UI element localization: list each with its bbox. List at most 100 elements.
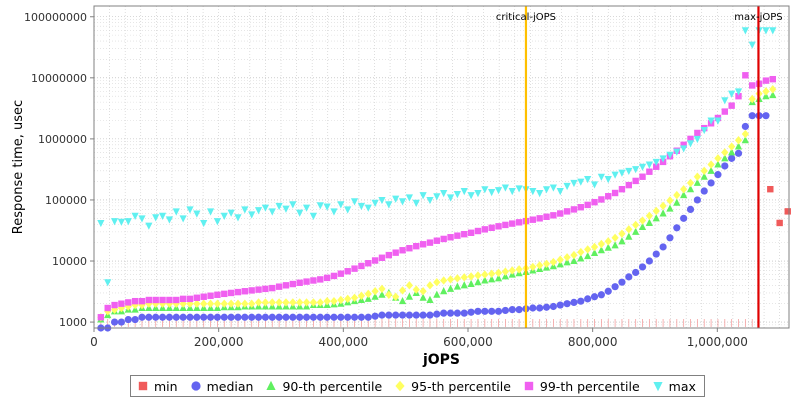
legend-marker — [138, 381, 148, 391]
series-min — [767, 185, 791, 227]
data-point-99-th-percentile — [749, 82, 756, 89]
data-point-median — [364, 313, 372, 321]
data-point-99-th-percentile — [330, 272, 338, 280]
data-point-max — [440, 189, 448, 198]
data-point-max — [460, 188, 468, 196]
data-point-median — [611, 283, 619, 291]
data-point-99-th-percentile — [269, 284, 276, 292]
data-point-max — [597, 173, 605, 181]
data-point-95-th-percentile — [556, 255, 564, 264]
data-point-90-th-percentile — [467, 279, 475, 288]
data-point-90-th-percentile — [734, 142, 743, 150]
data-point-99-th-percentile — [769, 75, 776, 83]
data-point-90-th-percentile — [741, 136, 749, 144]
data-point-median — [152, 313, 160, 321]
legend-label: 99-th percentile — [539, 378, 640, 394]
data-point-99-th-percentile — [166, 296, 173, 304]
data-point-median — [405, 311, 413, 319]
data-point-max — [186, 206, 194, 214]
data-point-99-th-percentile — [392, 249, 399, 256]
legend-item-99-th-percentile: 99-th percentile — [523, 379, 640, 394]
data-point-median — [234, 313, 242, 321]
x-tick-label: 600,000 — [443, 335, 493, 349]
data-point-95-th-percentile — [584, 245, 592, 254]
data-point-95-th-percentile — [453, 274, 461, 283]
data-point-median — [398, 311, 407, 319]
data-point-max — [200, 219, 208, 228]
data-point-90-th-percentile — [728, 148, 736, 156]
data-point-max — [398, 198, 407, 206]
data-point-max — [152, 214, 160, 222]
data-point-max — [680, 145, 688, 153]
data-point-median — [344, 313, 352, 321]
data-point-99-th-percentile — [193, 294, 201, 301]
data-point-95-th-percentile — [666, 196, 674, 205]
data-point-99-th-percentile — [550, 212, 557, 219]
data-point-median — [316, 313, 324, 321]
data-point-95-th-percentile — [645, 211, 653, 221]
data-point-max — [769, 27, 777, 35]
data-point-95-th-percentile — [364, 289, 372, 299]
data-point-max — [227, 209, 235, 217]
data-point-99-th-percentile — [179, 295, 187, 303]
data-point-median — [124, 315, 132, 324]
data-point-90-th-percentile — [645, 218, 653, 226]
data-point-99-th-percentile — [419, 241, 427, 248]
data-point-90-th-percentile — [769, 90, 777, 99]
data-point-99-th-percentile — [495, 223, 502, 230]
data-point-99-th-percentile — [104, 304, 111, 312]
data-point-99-th-percentile — [248, 287, 255, 294]
data-point-95-th-percentile — [282, 298, 290, 307]
data-point-max — [220, 212, 228, 221]
data-point-median — [110, 318, 119, 326]
data-point-99-th-percentile — [303, 278, 310, 285]
data-point-99-th-percentile — [173, 296, 180, 304]
data-point-99-th-percentile — [467, 229, 475, 236]
data-point-median — [158, 313, 167, 321]
series-max — [97, 27, 777, 287]
data-point-90-th-percentile — [618, 237, 626, 245]
data-point-90-th-percentile — [680, 190, 688, 199]
data-point-90-th-percentile — [460, 281, 468, 289]
data-point-99-th-percentile — [385, 251, 393, 259]
data-point-median — [145, 313, 153, 321]
data-point-99-th-percentile — [111, 301, 118, 309]
data-point-99-th-percentile — [742, 72, 749, 79]
data-point-95-th-percentile — [611, 233, 619, 242]
data-point-90-th-percentile — [563, 258, 571, 266]
legend-marker — [395, 380, 405, 392]
data-point-max — [645, 161, 653, 169]
data-point-median — [481, 307, 489, 315]
max-jops-label: max-jOPS — [734, 12, 782, 23]
data-point-90-th-percentile — [604, 243, 612, 251]
legend-item-median: median — [190, 379, 253, 394]
data-point-median — [193, 313, 201, 321]
data-point-median — [734, 149, 743, 157]
legend-item-min: min — [137, 379, 178, 394]
data-point-95-th-percentile — [275, 298, 283, 307]
data-point-max — [364, 204, 372, 212]
data-point-median — [632, 268, 640, 277]
data-point-max — [570, 179, 578, 188]
data-point-max — [261, 204, 270, 212]
plot-border — [93, 5, 790, 329]
data-point-99-th-percentile — [454, 232, 461, 239]
legend-symbol-90-th-percentile — [266, 380, 277, 390]
data-point-99-th-percentile — [323, 274, 331, 282]
data-point-95-th-percentile — [405, 281, 413, 290]
data-point-99-th-percentile — [131, 297, 139, 305]
data-point-99-th-percentile — [461, 230, 468, 238]
data-point-95-th-percentile — [193, 299, 201, 308]
data-point-99-th-percentile — [200, 293, 207, 300]
data-point-median — [686, 205, 695, 214]
data-point-median — [542, 303, 551, 311]
data-point-95-th-percentile — [501, 267, 509, 276]
data-point-median — [296, 313, 304, 321]
data-point-max — [590, 181, 599, 189]
legend-symbol-95-th-percentile — [395, 380, 405, 392]
data-point-99-th-percentile — [344, 268, 351, 275]
data-point-median — [556, 301, 564, 309]
data-point-max — [145, 222, 153, 230]
legend-label: max — [668, 378, 696, 394]
data-point-95-th-percentile — [371, 287, 379, 296]
